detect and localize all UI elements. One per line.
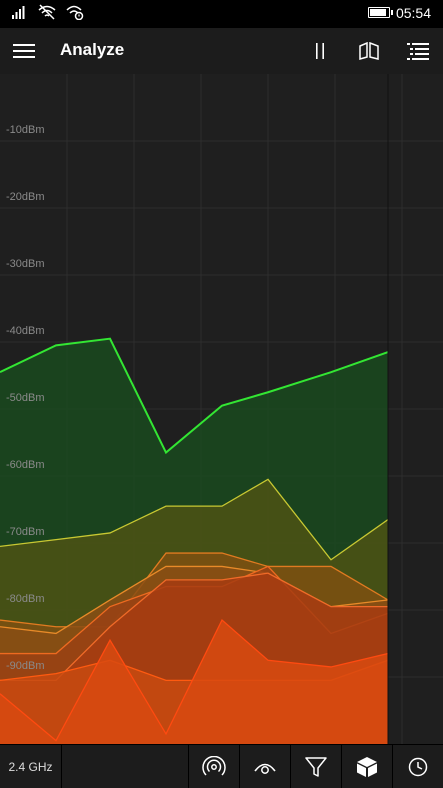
3d-view-button[interactable] xyxy=(341,745,392,788)
open-book-icon xyxy=(359,42,379,60)
y-tick-label: -50dBm xyxy=(6,392,45,404)
y-tick-label: -80dBm xyxy=(6,593,45,605)
series-line xyxy=(0,619,389,742)
wifi-off-icon xyxy=(38,4,56,20)
band-selector[interactable]: 2.4 GHz xyxy=(0,745,62,788)
status-icons xyxy=(12,4,84,20)
list-view-button[interactable] xyxy=(402,35,434,67)
eye-icon xyxy=(254,763,276,774)
page-title: Analyze xyxy=(60,40,125,59)
app-bar: Analyze xyxy=(0,28,443,74)
y-tick-label: -30dBm xyxy=(6,258,45,270)
bottom-app-bar: 2.4 GHz xyxy=(0,744,443,788)
pause-icon xyxy=(316,43,324,59)
compare-button[interactable] xyxy=(353,35,385,67)
access-point-icon xyxy=(202,756,226,776)
list-view-icon xyxy=(407,43,429,60)
clock-time: 05:54 xyxy=(395,5,431,21)
y-tick-label: -60dBm xyxy=(6,459,45,471)
filter-icon xyxy=(305,757,327,777)
y-tick-label: -20dBm xyxy=(6,191,45,203)
hamburger-menu-icon xyxy=(13,44,35,58)
hamburger-menu-button[interactable] xyxy=(8,35,40,67)
pause-button[interactable] xyxy=(304,35,336,67)
wifi-settings-icon xyxy=(66,5,84,20)
series-8 xyxy=(0,619,389,744)
history-button[interactable] xyxy=(392,745,443,788)
series-line xyxy=(0,337,389,455)
series-area xyxy=(0,620,388,744)
y-tick-label: -90dBm xyxy=(6,660,45,672)
chart-svg: -10dBm -20dBm -30dBm -40dBm -50dBm -60dBm -70d… xyxy=(0,74,443,744)
filter-button[interactable] xyxy=(290,745,341,788)
signal-strength-chart[interactable]: -10dBm -20dBm -30dBm -40dBm -50dBm -60dBm -70d… xyxy=(0,74,443,744)
clock-icon xyxy=(408,757,428,777)
view-button[interactable] xyxy=(239,745,290,788)
battery-icon xyxy=(368,7,393,18)
cube-icon xyxy=(357,757,377,777)
series-line xyxy=(0,552,389,628)
y-tick-label: -70dBm xyxy=(6,526,45,538)
status-bar: 05:54 xyxy=(0,0,443,28)
access-points-button[interactable] xyxy=(188,745,239,788)
y-tick-label: -40dBm xyxy=(6,325,45,337)
series-line xyxy=(0,478,389,561)
signal-icon xyxy=(12,6,25,19)
y-tick-label: -10dBm xyxy=(6,124,45,136)
